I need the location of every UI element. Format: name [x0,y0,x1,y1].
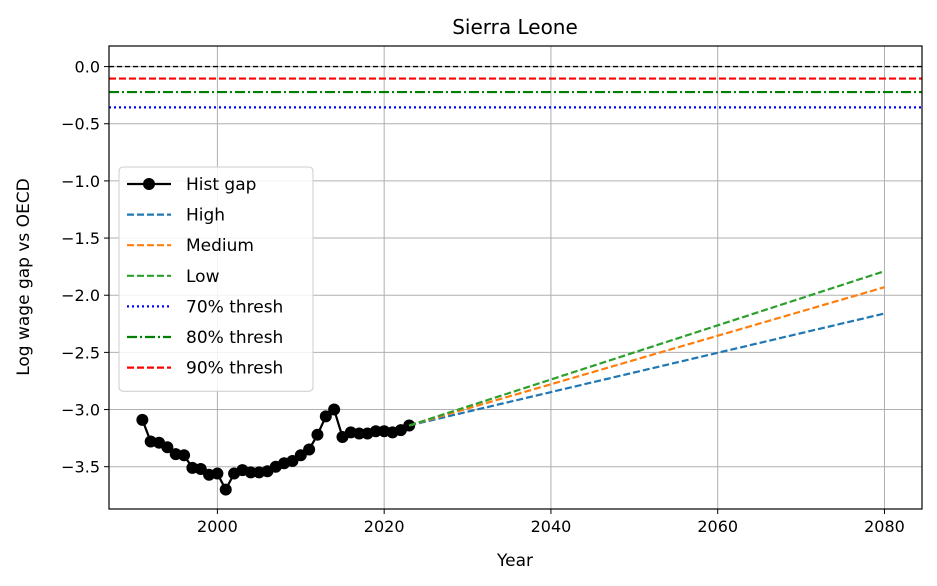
legend-label: Hist gap [186,175,256,195]
data-point [161,441,174,454]
legend-label: Low [186,267,220,287]
data-point [219,483,232,496]
x-tick-label: 2040 [531,517,572,536]
data-point [319,410,332,423]
y-tick-label: −3.0 [61,401,100,420]
series-layer [109,65,922,496]
y-tick-label: −1.0 [61,172,100,191]
y-tick-label: −0.5 [61,115,100,134]
x-tick-label: 2000 [197,517,238,536]
legend: Hist gap High Medium Low 70% thresh 80% thres… [118,166,314,392]
series-line-medium [408,286,885,427]
y-tick-label: −3.5 [61,458,100,477]
data-point [403,419,416,432]
legend-label: 70% thresh [186,297,283,317]
y-axis-label: Log wage gap vs OECD [14,178,34,376]
y-tick-label: 0.0 [75,58,100,77]
y-tick-label: −2.0 [61,286,100,305]
data-point [178,449,191,462]
y-tick-label: −2.5 [61,343,100,362]
legend-marker [143,178,155,190]
data-point [211,467,224,480]
x-axis-label: Year [496,551,533,571]
x-tick-label: 2060 [697,517,738,536]
x-tick-label: 2020 [364,517,405,536]
legend-label: 90% thresh [186,359,283,379]
legend-label: High [186,206,225,226]
chart-title: Sierra Leone [452,15,578,39]
data-point [303,443,316,456]
series-line-low [408,270,885,427]
data-point [311,428,324,441]
x-tick-label: 2080 [864,517,905,536]
legend-box [118,166,314,392]
data-point [353,427,366,440]
legend-label: Medium [186,236,254,256]
plot-frame [108,45,923,510]
y-tick-label: −1.5 [61,229,100,248]
legend-label: 80% thresh [186,328,283,348]
data-point [136,413,149,426]
series-line-high [408,312,885,427]
data-point [244,466,257,479]
data-point [369,425,382,438]
data-point [328,403,341,416]
axis-ticks: 2000 2020 2040 2060 2080 0.0 −0.5 −1.0 −1.5 −2.0 −… [61,58,905,536]
